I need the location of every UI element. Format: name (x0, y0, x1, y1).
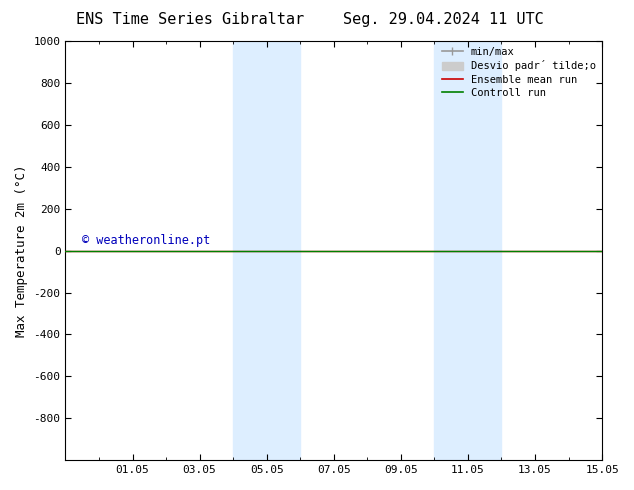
Legend: min/max, Desvio padŕ tilde;o, Ensemble mean run, Controll run: min/max, Desvio padŕ tilde;o, Ensemble … (437, 43, 600, 102)
Text: ENS Time Series Gibraltar: ENS Time Series Gibraltar (76, 12, 304, 27)
Bar (233, 41, 301, 460)
Bar (434, 41, 501, 460)
Text: Seg. 29.04.2024 11 UTC: Seg. 29.04.2024 11 UTC (344, 12, 544, 27)
Y-axis label: Max Temperature 2m (°C): Max Temperature 2m (°C) (15, 164, 28, 337)
Text: © weatheronline.pt: © weatheronline.pt (82, 234, 210, 246)
